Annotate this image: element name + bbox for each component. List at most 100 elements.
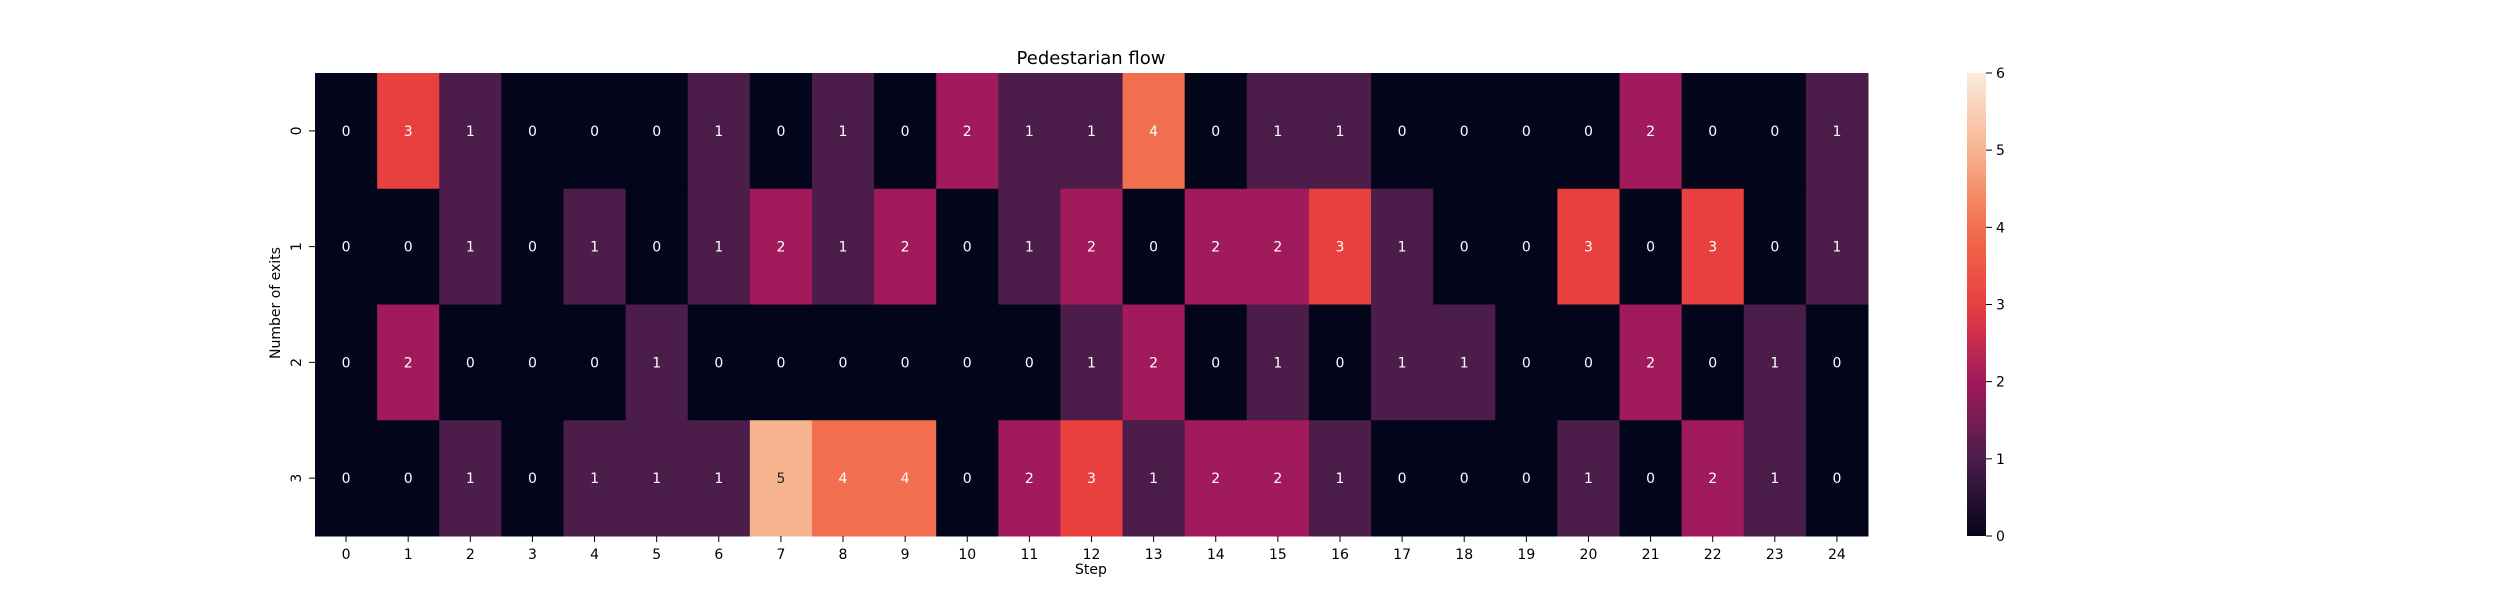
- heatmap-cell: [563, 188, 627, 305]
- heatmap-cell: [1308, 304, 1372, 421]
- heatmap-cell-label: 1: [714, 471, 723, 487]
- heatmap-cell: [439, 420, 502, 537]
- heatmap-cell-label: 0: [1522, 471, 1531, 487]
- heatmap-cell: [1433, 73, 1496, 190]
- heatmap-cell-label: 0: [466, 355, 475, 371]
- heatmap-cell-label: 0: [1460, 124, 1469, 140]
- heatmap-cell-label: 0: [776, 124, 785, 140]
- heatmap-cell: [315, 420, 378, 537]
- heatmap-cell: [1433, 188, 1496, 305]
- heatmap-cell: [563, 420, 627, 537]
- heatmap-cell: [1619, 420, 1683, 537]
- heatmap-cell-label: 2: [1211, 240, 1220, 256]
- x-tick-label: 21: [1642, 547, 1660, 563]
- x-tick-label: 18: [1455, 547, 1473, 563]
- heatmap-cell-label: 0: [1832, 355, 1841, 371]
- heatmap-cell-label: 0: [528, 355, 537, 371]
- heatmap-cell: [874, 73, 937, 190]
- heatmap-cell-label: 2: [1273, 471, 1282, 487]
- heatmap-cell: [1122, 420, 1186, 537]
- heatmap-cell: [1495, 188, 1558, 305]
- heatmap-cell-label: 0: [1025, 355, 1034, 371]
- heatmap-cell-label: 0: [1460, 471, 1469, 487]
- heatmap-cell-label: 1: [1832, 240, 1841, 256]
- heatmap-cell: [749, 420, 813, 537]
- heatmap-cell-label: 0: [901, 124, 910, 140]
- heatmap-cell-label: 0: [1770, 240, 1779, 256]
- heatmap-cell-label: 1: [714, 124, 723, 140]
- heatmap-cell: [811, 304, 875, 421]
- colorbar-tick-label: 1: [1996, 452, 2005, 468]
- x-axis-ticks: 0 1 2 3 4 5 6 7 8 9 10 11 12 13 14 15 16 17 18 19 20 21 22 23 24: [342, 536, 1846, 563]
- heatmap-cell-label: 0: [404, 240, 413, 256]
- heatmap-cell: [1681, 304, 1745, 421]
- heatmap-cell: [998, 188, 1061, 305]
- heatmap-cell: [439, 73, 502, 190]
- heatmap-cell-label: 0: [776, 355, 785, 371]
- heatmap-cell: [501, 188, 564, 305]
- heatmap-cell: [1184, 304, 1248, 421]
- heatmap-cell: [377, 420, 440, 537]
- heatmap-cell-label: 0: [1522, 355, 1531, 371]
- heatmap-cell-label: 0: [342, 355, 351, 371]
- heatmap-cell-label: 1: [1336, 471, 1345, 487]
- heatmap-cell: [1619, 188, 1683, 305]
- heatmap-cell-label: 0: [1584, 124, 1593, 140]
- x-tick-label: 16: [1331, 547, 1349, 563]
- heatmap-cell-label: 1: [466, 124, 475, 140]
- heatmap-cell: [749, 73, 813, 190]
- heatmap-cell-label: 0: [1522, 124, 1531, 140]
- colorbar-tick-label: 4: [1996, 220, 2005, 236]
- heatmap-cell-label: 2: [776, 240, 785, 256]
- heatmap-cell: [625, 420, 689, 537]
- heatmap-cell: [1246, 304, 1310, 421]
- heatmap-cell: [936, 304, 999, 421]
- heatmap-cell: [1557, 420, 1621, 537]
- x-tick-label: 17: [1393, 547, 1411, 563]
- heatmap-cell-label: 0: [901, 355, 910, 371]
- heatmap-cell-label: 2: [1708, 471, 1717, 487]
- heatmap-cell-label: 1: [1087, 355, 1096, 371]
- heatmap-cell: [1805, 73, 1869, 190]
- heatmap-cell: [1805, 304, 1869, 421]
- heatmap-cell-label: 1: [1273, 124, 1282, 140]
- heatmap-cell-label: 0: [1211, 355, 1220, 371]
- heatmap-cell: [687, 73, 751, 190]
- heatmap-cell: [1619, 304, 1683, 421]
- heatmap-cell: [1681, 188, 1745, 305]
- heatmap-cell-label: 0: [528, 471, 537, 487]
- heatmap-cell: [1371, 420, 1434, 537]
- heatmap-cell: [1619, 73, 1683, 190]
- heatmap-cell: [1495, 73, 1558, 190]
- heatmap-cell: [936, 188, 999, 305]
- heatmap-cell-label: 0: [342, 124, 351, 140]
- heatmap-cell: [625, 188, 689, 305]
- heatmap-cell: [501, 304, 564, 421]
- heatmap-cell: [1681, 73, 1745, 190]
- heatmap-cell-label: 2: [1646, 355, 1655, 371]
- heatmap-cell-label: 3: [1336, 240, 1345, 256]
- heatmap-cell-label: 0: [528, 240, 537, 256]
- heatmap-cell-label: 1: [466, 240, 475, 256]
- heatmap-cell: [998, 73, 1061, 190]
- y-tick-label: 0: [289, 126, 305, 135]
- heatmap-cell-label: 1: [1584, 471, 1593, 487]
- heatmap-cell-label: 3: [1708, 240, 1717, 256]
- heatmap-cell-label: 0: [1708, 355, 1717, 371]
- heatmap-cell: [874, 188, 937, 305]
- heatmap-cell-label: 1: [590, 240, 599, 256]
- x-tick-label: 19: [1517, 547, 1535, 563]
- heatmap-cell: [1184, 188, 1248, 305]
- heatmap-cell-label: 0: [342, 471, 351, 487]
- heatmap-cell-label: 1: [1398, 240, 1407, 256]
- heatmap-cell: [1557, 73, 1621, 190]
- heatmap-cell: [377, 304, 440, 421]
- heatmap-cell-label: 0: [404, 471, 413, 487]
- heatmap-cell: [501, 420, 564, 537]
- heatmap-cell: [1246, 73, 1310, 190]
- heatmap-cell-label: 0: [1770, 124, 1779, 140]
- y-axis-label: Number of exits: [268, 247, 284, 359]
- heatmap-cell-label: 0: [1398, 471, 1407, 487]
- x-tick-label: 2: [466, 547, 475, 563]
- heatmap-cell: [1743, 188, 1807, 305]
